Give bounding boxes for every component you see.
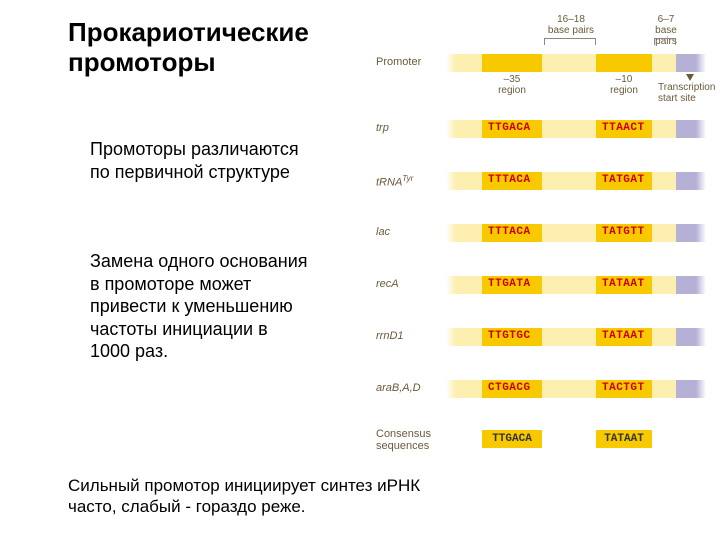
gene-bar bbox=[446, 328, 706, 346]
fade-left-icon bbox=[446, 380, 456, 398]
fade-left-icon bbox=[446, 328, 456, 346]
seq-35: TTGTGC bbox=[488, 330, 531, 342]
gene-label: tRNATyr bbox=[376, 174, 440, 189]
gene-row: recA TTGATA TATAAT bbox=[376, 264, 714, 306]
seq-35: TTGACA bbox=[488, 122, 531, 134]
seq-35: CTGACG bbox=[488, 382, 531, 394]
title-line2: промоторы bbox=[68, 47, 216, 77]
paragraph-3: Сильный промотор инициирует синтез иРНК … bbox=[68, 475, 468, 518]
seq-10: TATAAT bbox=[602, 278, 645, 290]
title-line1: Прокариотические bbox=[68, 17, 309, 47]
gene-bar bbox=[446, 224, 706, 242]
fade-right-icon bbox=[696, 172, 706, 190]
consensus-10-box: TATAAT bbox=[596, 430, 652, 448]
gene-row: trp TTGACA TTAACT bbox=[376, 108, 714, 150]
seq-35: TTTACA bbox=[488, 174, 531, 186]
under-10: –10region bbox=[604, 74, 644, 96]
fade-right-icon bbox=[696, 54, 706, 72]
gene-label: lac bbox=[376, 226, 440, 238]
fade-left-icon bbox=[446, 54, 456, 72]
fade-right-icon bbox=[696, 276, 706, 294]
tss-arrow-icon bbox=[686, 74, 694, 81]
seq-35: TTTACA bbox=[488, 226, 531, 238]
gene-label: recA bbox=[376, 278, 440, 290]
fade-right-icon bbox=[696, 224, 706, 242]
fade-right-icon bbox=[696, 120, 706, 138]
paragraph-1: Промоторы различаются по первичной струк… bbox=[90, 138, 310, 183]
gene-row: araB,A,D CTGACG TACTGT bbox=[376, 368, 714, 410]
annot-16-18: 16–18base pairs bbox=[544, 14, 598, 36]
gene-bar bbox=[446, 120, 706, 138]
fade-left-icon bbox=[446, 276, 456, 294]
seq-35: TTGATA bbox=[488, 278, 531, 290]
consensus-35-box: TTGACA bbox=[482, 430, 542, 448]
fade-left-icon bbox=[446, 172, 456, 190]
gene-bar bbox=[446, 172, 706, 190]
fade-right-icon bbox=[696, 328, 706, 346]
gene-label: araB,A,D bbox=[376, 382, 440, 394]
row-consensus: Consensussequences TTGACA TATAAT bbox=[376, 420, 714, 456]
row-promoter: Promoter –35region –10region Transcripti… bbox=[376, 42, 714, 84]
seq-10: TTAACT bbox=[602, 122, 645, 134]
gene-label: rrnD1 bbox=[376, 330, 440, 342]
promoter-diagram: 16–18base pairs 6–7base pairs Promoter –… bbox=[376, 14, 714, 466]
paragraph-2: Замена одного основания в промоторе може… bbox=[90, 250, 310, 363]
gene-row: tRNATyr TTTACA TATGAT bbox=[376, 160, 714, 202]
gene-bar bbox=[446, 276, 706, 294]
page-title: Прокариотические промоторы bbox=[68, 18, 309, 78]
under-35: –35region bbox=[492, 74, 532, 96]
seq-10: TATGAT bbox=[602, 174, 645, 186]
fade-left-icon bbox=[446, 120, 456, 138]
bar-promoter bbox=[446, 54, 706, 72]
promoter-segment bbox=[542, 54, 596, 72]
gene-row: rrnD1 TTGTGC TATAAT bbox=[376, 316, 714, 358]
fade-right-icon bbox=[696, 380, 706, 398]
gene-bar bbox=[446, 380, 706, 398]
promoter-segment bbox=[652, 54, 676, 72]
label-promoter: Promoter bbox=[376, 56, 440, 68]
fade-left-icon bbox=[446, 224, 456, 242]
gene-row: lac TTTACA TATGTT bbox=[376, 212, 714, 254]
seq-10: TACTGT bbox=[602, 382, 645, 394]
seq-10: TATAAT bbox=[602, 330, 645, 342]
promoter-segment bbox=[596, 54, 652, 72]
label-consensus: Consensussequences bbox=[376, 428, 440, 452]
gene-label: trp bbox=[376, 122, 440, 134]
promoter-segment bbox=[482, 54, 542, 72]
gene-rows: trp TTGACA TTAACT tRNATyr TTTACA TATGAT lac TTT… bbox=[376, 108, 714, 410]
seq-10: TATGTT bbox=[602, 226, 645, 238]
tss-label: Transcriptionstart site bbox=[658, 82, 720, 104]
